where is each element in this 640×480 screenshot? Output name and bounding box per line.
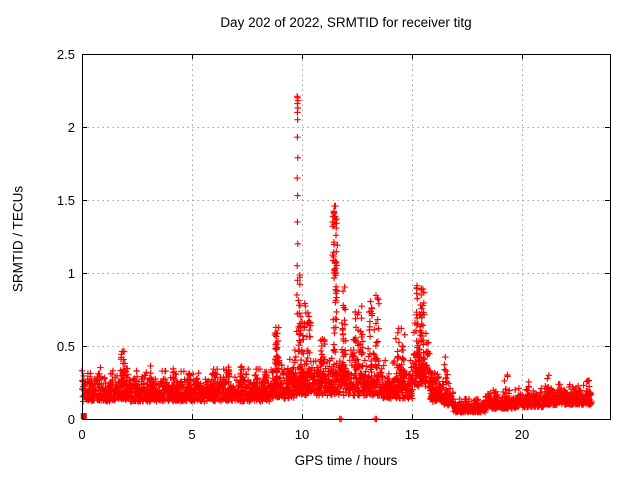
- y-tick-label: 1: [67, 265, 75, 281]
- x-tick-label: 15: [404, 427, 420, 442]
- chart-title: Day 202 of 2022, SRMTID for receiver tit…: [220, 15, 472, 30]
- y-tick-label: 2.5: [56, 46, 75, 62]
- plot-border: [82, 54, 611, 420]
- scatter-points: [78, 93, 595, 423]
- y-tick-label: 2: [67, 119, 75, 135]
- x-tick-label: 5: [188, 427, 196, 442]
- y-tick-label: 0: [67, 411, 75, 427]
- x-axis-label: GPS time / hours: [294, 453, 398, 468]
- x-tick-label: 10: [294, 427, 310, 442]
- y-tick-label: 0.5: [56, 338, 75, 354]
- y-tick-label: 1.5: [56, 192, 75, 208]
- origin-square-marker: [80, 413, 87, 420]
- x-tick-label: 20: [514, 427, 530, 442]
- x-tick-label: 0: [78, 427, 86, 442]
